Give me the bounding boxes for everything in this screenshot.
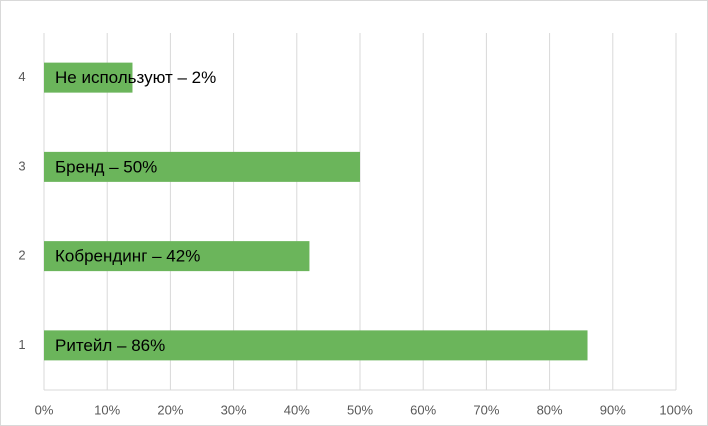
bar-label: Ритейл – 86%: [55, 336, 165, 355]
y-tick-label: 1: [18, 337, 25, 352]
x-tick-label: 50%: [347, 402, 373, 417]
y-tick-label: 4: [18, 69, 25, 84]
bar-label: Не используют – 2%: [55, 68, 216, 87]
x-tick-label: 80%: [537, 402, 563, 417]
bar: [44, 62, 133, 93]
x-tick-label: 10%: [94, 402, 120, 417]
bar-label: Бренд – 50%: [55, 157, 157, 176]
bar: [44, 330, 588, 361]
x-tick-label: 30%: [221, 402, 247, 417]
x-tick-label: 20%: [157, 402, 183, 417]
x-tick-label: 60%: [410, 402, 436, 417]
x-tick-label: 70%: [473, 402, 499, 417]
x-tick-label: 0%: [35, 402, 54, 417]
x-tick-label: 40%: [284, 402, 310, 417]
x-tick-label: 100%: [659, 402, 693, 417]
y-tick-label: 2: [18, 248, 25, 263]
bar: [44, 241, 310, 272]
bar: [44, 151, 360, 182]
y-tick-label: 3: [18, 158, 25, 173]
x-tick-label: 90%: [600, 402, 626, 417]
bar-label: Кобрендинг – 42%: [55, 247, 200, 266]
